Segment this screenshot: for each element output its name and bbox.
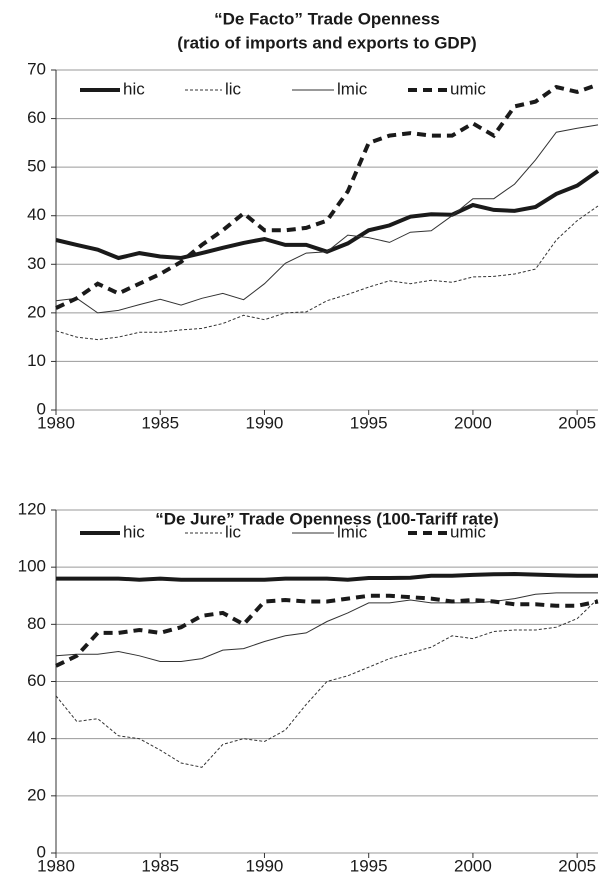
x-tick-label: 2005	[558, 413, 596, 432]
x-tick-label: 2000	[454, 413, 492, 432]
series-line	[56, 571, 598, 582]
y-tick-label: 0	[37, 842, 46, 861]
x-tick-label: 1980	[37, 413, 75, 432]
x-tick-label: 1980	[37, 856, 75, 875]
legend-label: umic	[450, 522, 486, 541]
series-line	[55, 205, 599, 341]
series-line	[55, 169, 600, 261]
legend-label: lic	[225, 79, 242, 98]
series-line	[55, 592, 598, 662]
legend-label: hic	[123, 79, 145, 98]
y-tick-label: 20	[27, 785, 46, 804]
x-tick-label: 1985	[141, 856, 179, 875]
y-tick-label: 0	[37, 399, 46, 418]
x-tick-label: 2005	[558, 856, 596, 875]
chart-title: “De Facto” Trade Openness	[214, 9, 440, 28]
legend-label: hic	[123, 522, 145, 541]
y-tick-label: 50	[27, 157, 46, 176]
chart-subtitle: (ratio of imports and exports to GDP)	[177, 33, 476, 52]
x-tick-label: 1990	[246, 413, 284, 432]
y-tick-label: 100	[18, 557, 46, 576]
series-line	[55, 598, 599, 768]
y-tick-label: 80	[27, 614, 46, 633]
y-tick-label: 30	[27, 254, 46, 273]
legend-label: umic	[450, 79, 486, 98]
y-tick-label: 120	[18, 499, 46, 518]
x-tick-label: 1995	[350, 413, 388, 432]
chart-title: “De Jure” Trade Openness (100-Tariff rat…	[155, 509, 499, 528]
legend-label: lic	[225, 522, 242, 541]
y-tick-label: 60	[27, 671, 46, 690]
x-tick-label: 1990	[246, 856, 284, 875]
legend-label: lmic	[337, 79, 368, 98]
x-tick-label: 1995	[350, 856, 388, 875]
y-tick-label: 20	[27, 302, 46, 321]
series-line	[55, 124, 599, 314]
legend-label: lmic	[337, 522, 368, 541]
y-tick-label: 10	[27, 351, 46, 370]
y-tick-label: 40	[27, 205, 46, 224]
y-tick-label: 60	[27, 108, 46, 127]
y-tick-label: 40	[27, 728, 46, 747]
x-tick-label: 1985	[141, 413, 179, 432]
y-tick-label: 70	[27, 59, 46, 78]
x-tick-label: 2000	[454, 856, 492, 875]
series-line	[55, 593, 599, 668]
series-line	[55, 82, 599, 310]
